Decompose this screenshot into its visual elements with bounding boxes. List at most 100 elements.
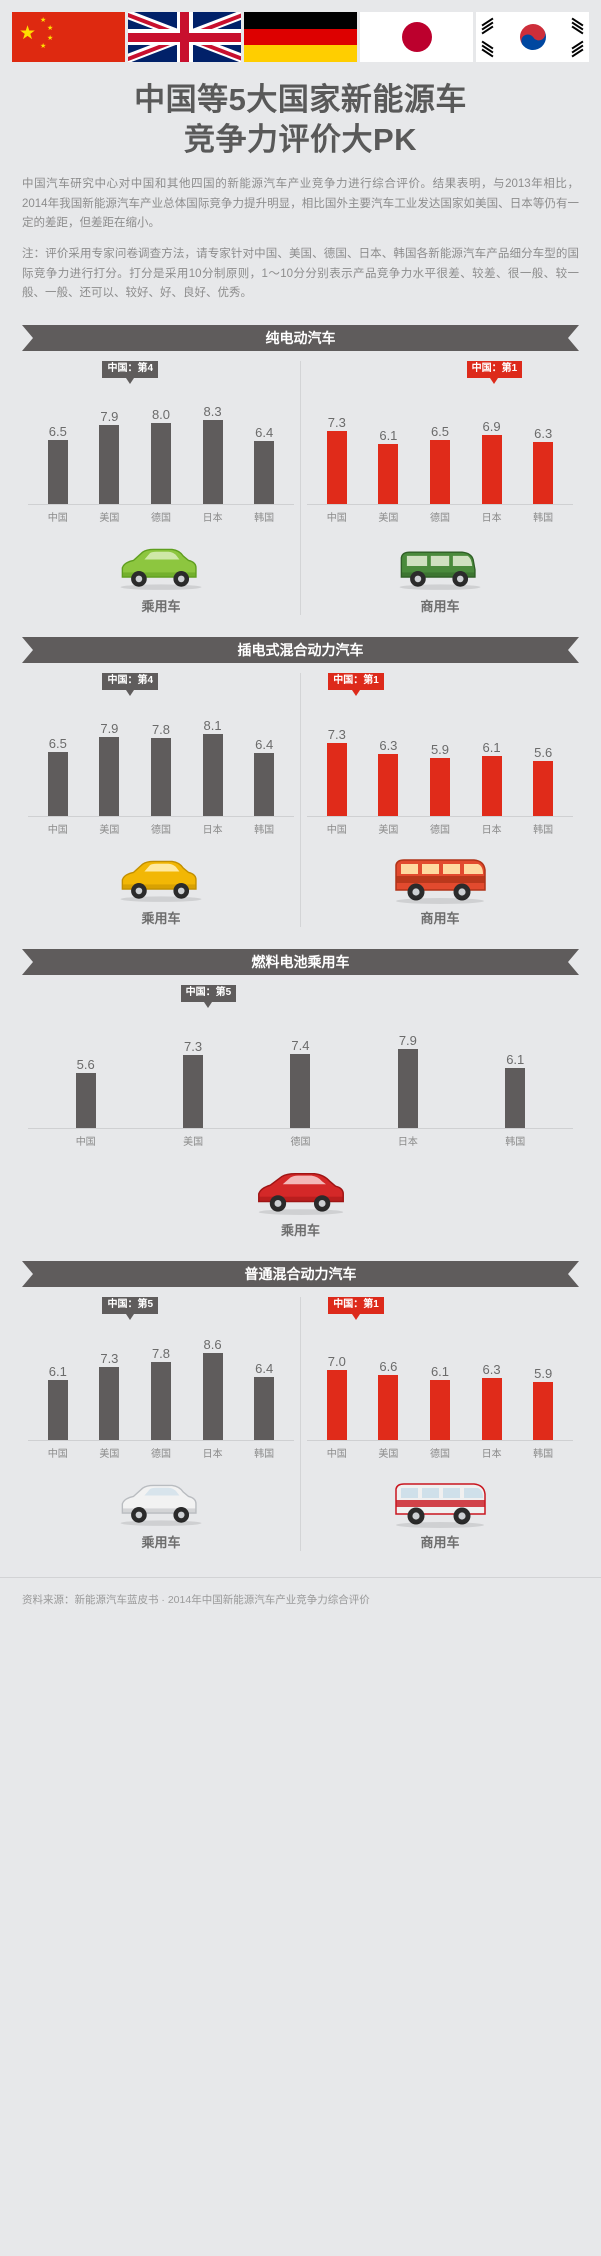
axis-label-美国: 美国 [99, 1449, 120, 1461]
bar-value-label: 8.1 [203, 718, 222, 734]
bar-韩国 [533, 442, 554, 505]
bar-美国 [378, 754, 399, 817]
axis-label-德国: 德国 [429, 825, 450, 837]
chart-panel-commercial: 中国：第1 7.3 6.3 5.9 6.1 5.6 中国 美国 德国 日本 韩国 [300, 673, 579, 928]
chart-panel-passenger: 中国：第5 5.6 7.3 7.4 7.9 6.1 中国 美国 德国 日本 韩国 [22, 985, 579, 1239]
section-ribbon-wrap: 纯电动汽车 [0, 325, 601, 352]
bar-中国 [75, 1073, 96, 1129]
bar-value-label: 6.5 [48, 736, 67, 752]
korea-flag [476, 12, 589, 62]
axis-label-韩国: 韩国 [254, 513, 275, 525]
axis-label-日本: 日本 [481, 825, 502, 837]
vehicle-caption: 商用车 [420, 911, 460, 927]
bar-column: 5.6 [37, 1011, 134, 1129]
china-rank-badge: 中国：第1 [466, 361, 523, 384]
bar-value-label: 6.6 [379, 1359, 398, 1375]
axis-label-韩国: 韩国 [505, 1137, 526, 1149]
axis-label-美国: 美国 [99, 825, 120, 837]
axis-labels: 中国 美国 德国 日本 韩国 [307, 1441, 573, 1460]
flag-strip: ★ ★ ★ ★ ★ [0, 0, 601, 62]
axis-label-日本: 日本 [202, 1449, 223, 1461]
bar-column: 8.3 [189, 387, 235, 505]
bar-value-label: 7.3 [327, 415, 346, 431]
rank-badge-row: 中国：第1 [307, 673, 573, 699]
chart-panel-pair: 中国：第4 6.5 7.9 7.8 8.1 6.4 中国 美国 德国 日本 韩国 [0, 673, 601, 928]
axis-labels: 中国 美国 德国 日本 韩国 [28, 817, 294, 836]
axis-label-日本: 日本 [481, 1449, 502, 1461]
section-ribbon-wrap: 燃料电池乘用车 [0, 949, 601, 976]
bar-column: 6.5 [417, 387, 463, 505]
bar-column: 7.8 [138, 699, 184, 817]
bar-德国 [290, 1054, 311, 1129]
bar-value-label: 7.3 [100, 1351, 119, 1367]
bar-德国 [150, 738, 171, 817]
bar-column: 6.6 [365, 1323, 411, 1441]
china-flag-small-star-2: ★ [47, 25, 54, 32]
china-flag-small-star-3: ★ [47, 35, 54, 42]
bar-韩国 [254, 441, 275, 505]
bar-group: 6.5 7.9 8.0 8.3 6.4 [28, 387, 294, 506]
bar-column: 7.3 [314, 699, 360, 817]
chart-section-1: 纯电动汽车 中国：第4 6.5 7.9 8.0 8.3 6.4 中国 美国 德国 日本… [0, 325, 601, 616]
axis-labels: 中国 美国 德国 日本 韩国 [28, 1441, 294, 1460]
china-rank-badge: 中国：第5 [102, 1297, 159, 1320]
axis-label-中国: 中国 [326, 1449, 347, 1461]
bar-column: 6.3 [365, 699, 411, 817]
bar-value-label: 7.4 [291, 1038, 310, 1054]
bar-value-label: 7.8 [151, 1346, 171, 1362]
bar-美国 [378, 1375, 399, 1441]
bar-column: 7.0 [314, 1323, 360, 1441]
red-bus-icon [307, 842, 573, 905]
bar-日本 [397, 1049, 418, 1129]
bar-value-label: 7.0 [327, 1354, 346, 1370]
axis-label-韩国: 韩国 [533, 1449, 554, 1461]
bar-column: 6.4 [241, 387, 287, 505]
rank-badge-row: 中国：第1 [307, 361, 573, 387]
bar-column: 7.9 [360, 1011, 457, 1129]
axis-label-德国: 德国 [429, 513, 450, 525]
chart-panel-pair: 中国：第5 6.1 7.3 7.8 8.6 6.4 中国 美国 德国 日本 韩国 [0, 1297, 601, 1552]
bar-column: 6.1 [468, 699, 514, 817]
rank-badge-row: 中国：第5 [28, 1297, 294, 1323]
axis-label-韩国: 韩国 [533, 825, 554, 837]
bar-column: 6.9 [468, 387, 514, 505]
bar-value-label: 5.9 [534, 1366, 553, 1382]
chart-panel-passenger: 中国：第4 6.5 7.9 8.0 8.3 6.4 中国 美国 德国 日本 韩国 [22, 361, 300, 615]
bar-group: 7.3 6.3 5.9 6.1 5.6 [307, 699, 573, 818]
rank-badge-row: 中国：第1 [307, 1297, 573, 1323]
bar-column: 6.3 [468, 1323, 514, 1441]
rank-badge-row: 中国：第4 [28, 361, 294, 387]
bar-德国 [429, 1380, 450, 1441]
bar-value-label: 6.1 [482, 740, 501, 756]
bar-column: 6.1 [417, 1323, 463, 1441]
bar-value-label: 7.9 [100, 409, 119, 425]
chart-panel-passenger: 中国：第4 6.5 7.9 7.8 8.1 6.4 中国 美国 德国 日本 韩国 [22, 673, 300, 927]
green-minivan-icon [307, 530, 573, 592]
china-rank-badge: 中国：第1 [328, 673, 384, 696]
bar-group: 5.6 7.3 7.4 7.9 6.1 [28, 1011, 573, 1130]
chart-section-3: 燃料电池乘用车 中国：第5 5.6 7.3 7.4 7.9 6.1 中国 美国 德国… [0, 949, 601, 1239]
vehicle-caption: 商用车 [420, 599, 460, 615]
bar-中国 [47, 440, 68, 505]
china-rank-badge: 中国：第5 [180, 985, 237, 1008]
bar-value-label: 8.0 [151, 407, 171, 423]
bar-美国 [183, 1055, 204, 1129]
bar-column: 7.9 [86, 387, 132, 505]
bar-column: 6.3 [520, 387, 566, 505]
axis-label-韩国: 韩国 [533, 513, 554, 525]
bar-column: 5.9 [520, 1323, 566, 1441]
axis-label-德国: 德国 [290, 1137, 311, 1149]
bar-column: 8.0 [138, 387, 184, 505]
bar-美国 [99, 425, 120, 505]
bar-中国 [47, 752, 68, 817]
bar-韩国 [254, 1377, 275, 1441]
section-ribbon-wrap: 普通混合动力汽车 [0, 1261, 601, 1288]
axis-label-日本: 日本 [481, 513, 502, 525]
china-rank-badge: 中国：第4 [102, 361, 159, 384]
bar-value-label: 6.9 [482, 419, 501, 435]
japan-flag [360, 12, 473, 62]
footer: 资料来源：新能源汽车蓝皮书 · 2014年中国新能源汽车产业竞争力综合评价 [0, 1577, 601, 1625]
bar-value-label: 8.3 [203, 404, 222, 420]
bar-group: 7.0 6.6 6.1 6.3 5.9 [307, 1323, 573, 1442]
bar-value-label: 6.4 [255, 425, 274, 441]
